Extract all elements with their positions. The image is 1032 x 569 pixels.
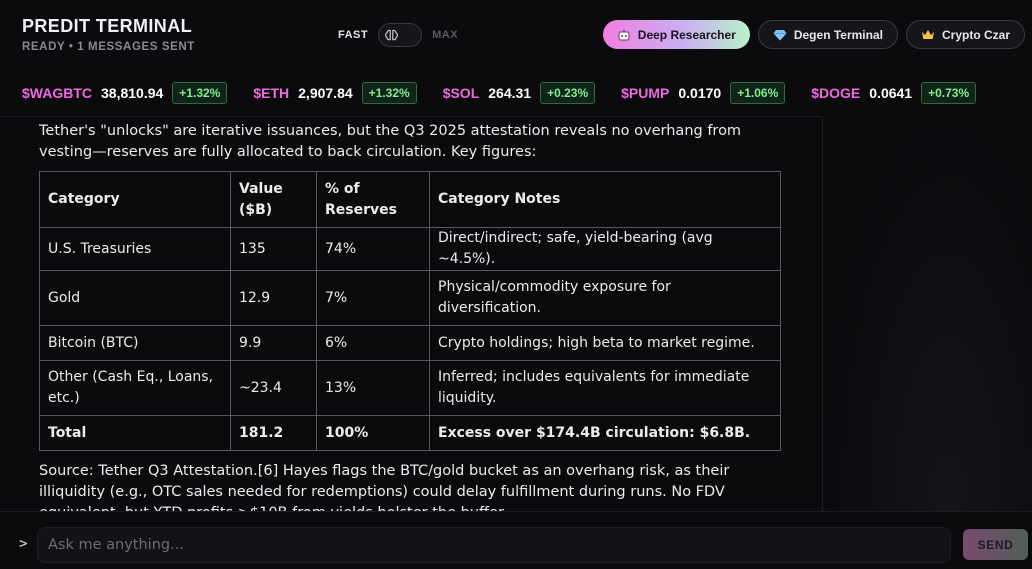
ticker-item[interactable]: $SOL 264.31 +0.23% <box>442 82 596 104</box>
column-header: % of Reserves <box>316 171 430 228</box>
ticker-item[interactable]: $PUMP 0.0170 +1.06% <box>621 82 786 104</box>
side-panel <box>824 116 1032 511</box>
ticker-item[interactable]: $DOGE 0.0641 +0.73% <box>811 82 977 104</box>
table-cell: Inferred; includes equivalents for immed… <box>429 360 781 416</box>
chat-input[interactable] <box>37 527 951 563</box>
table-cell: ~23.4 <box>230 360 317 416</box>
session-status: READY • 1 MESSAGES SENT <box>22 41 195 53</box>
chat-transcript[interactable]: Tether's "unlocks" are iterative issuanc… <box>0 116 823 511</box>
table-row: Other (Cash Eq., Loans, etc.) ~23.4 13% … <box>39 360 781 416</box>
ticker-price: 264.31 <box>488 85 532 101</box>
table-cell: 100% <box>316 415 430 451</box>
ticker-symbol: $ETH <box>253 85 290 101</box>
table-total-row: Total 181.2 100% Excess over $174.4B cir… <box>39 415 781 451</box>
deep-researcher-button[interactable]: Deep Researcher <box>602 20 750 49</box>
assistant-message: Tether's "unlocks" are iterative issuanc… <box>39 121 781 511</box>
ticker-change-badge: +0.23% <box>540 82 596 104</box>
table-cell: 74% <box>316 227 430 271</box>
degen-terminal-label: Degen Terminal <box>793 27 883 42</box>
table-cell: 13% <box>316 360 430 416</box>
ticker-price: 0.0641 <box>869 85 913 101</box>
column-header: Category Notes <box>429 171 781 228</box>
speed-mode-switch: FAST MAX <box>338 23 458 47</box>
crown-icon <box>921 28 935 42</box>
table-cell: 12.9 <box>230 270 317 326</box>
deep-researcher-label: Deep Researcher <box>637 27 736 42</box>
ticker-change-badge: +0.73% <box>921 82 977 104</box>
reserves-table: Category Value ($B) % of Reserves Catego… <box>39 171 781 451</box>
column-header: Value ($B) <box>230 171 317 228</box>
ticker-symbol: $WAGBTC <box>22 85 92 101</box>
ticker-price: 0.0170 <box>678 85 722 101</box>
agent-mode-selector: Deep Researcher Degen Terminal Crypto Cz… <box>602 20 1025 49</box>
table-cell: Crypto holdings; high beta to market reg… <box>429 325 781 361</box>
table-row: Bitcoin (BTC) 9.9 6% Crypto holdings; hi… <box>39 325 781 361</box>
prompt-caret: > <box>19 536 28 552</box>
diamond-icon <box>773 28 787 42</box>
table-cell: 7% <box>316 270 430 326</box>
crypto-czar-label: Crypto Czar <box>941 27 1010 42</box>
ticker-symbol: $PUMP <box>621 85 670 101</box>
table-cell: U.S. Treasuries <box>39 227 231 271</box>
table-row: Gold 12.9 7% Physical/commodity exposure… <box>39 270 781 326</box>
speed-toggle[interactable] <box>378 23 423 47</box>
robot-icon <box>617 28 631 42</box>
ticker-item[interactable]: $WAGBTC 38,810.94 +1.32% <box>22 82 228 104</box>
table-cell: Direct/indirect; safe, yield-bearing (av… <box>429 227 781 271</box>
ticker-change-badge: +1.06% <box>730 82 786 104</box>
app-title: PREDIT TERMINAL <box>22 16 192 36</box>
ticker-change-badge: +1.32% <box>361 82 417 104</box>
ticker-item[interactable]: $ETH 2,907.84 +1.32% <box>253 82 417 104</box>
table-cell: 6% <box>316 325 430 361</box>
ticker-price: 2,907.84 <box>298 85 353 101</box>
max-mode-label[interactable]: MAX <box>432 29 459 41</box>
ticker-price: 38,810.94 <box>101 85 164 101</box>
degen-terminal-button[interactable]: Degen Terminal <box>757 20 898 49</box>
table-row: U.S. Treasuries 135 74% Direct/indirect;… <box>39 227 781 271</box>
brand: PREDIT TERMINAL READY • 1 MESSAGES SENT <box>22 16 195 53</box>
table-cell: Physical/commodity exposure for diversif… <box>429 270 781 326</box>
ticker-change-badge: +1.32% <box>172 82 228 104</box>
crypto-czar-button[interactable]: Crypto Czar <box>905 20 1025 49</box>
send-button[interactable]: SEND <box>963 529 1028 560</box>
table-cell: Excess over $174.4B circulation: $6.8B. <box>429 415 781 451</box>
table-cell: Bitcoin (BTC) <box>39 325 231 361</box>
message-outro: Source: Tether Q3 Attestation.[6] Hayes … <box>39 463 730 511</box>
table-header-row: Category Value ($B) % of Reserves Catego… <box>39 171 781 228</box>
table-cell: 135 <box>230 227 317 271</box>
column-header: Category <box>39 171 231 228</box>
composer-bar: > <box>0 511 1032 569</box>
table-cell: 181.2 <box>230 415 317 451</box>
table-cell: Other (Cash Eq., Loans, etc.) <box>39 360 231 416</box>
table-cell: 9.9 <box>230 325 317 361</box>
ticker-symbol: $DOGE <box>811 85 861 101</box>
app-header: PREDIT TERMINAL READY • 1 MESSAGES SENT … <box>0 0 1032 68</box>
table-cell: Gold <box>39 270 231 326</box>
brain-icon <box>382 26 401 45</box>
price-ticker: $WAGBTC 38,810.94 +1.32% $ETH 2,907.84 +… <box>0 80 1032 106</box>
ticker-symbol: $SOL <box>442 85 480 101</box>
message-intro: Tether's "unlocks" are iterative issuanc… <box>39 123 742 160</box>
fast-mode-label[interactable]: FAST <box>338 29 369 41</box>
table-cell: Total <box>39 415 231 451</box>
